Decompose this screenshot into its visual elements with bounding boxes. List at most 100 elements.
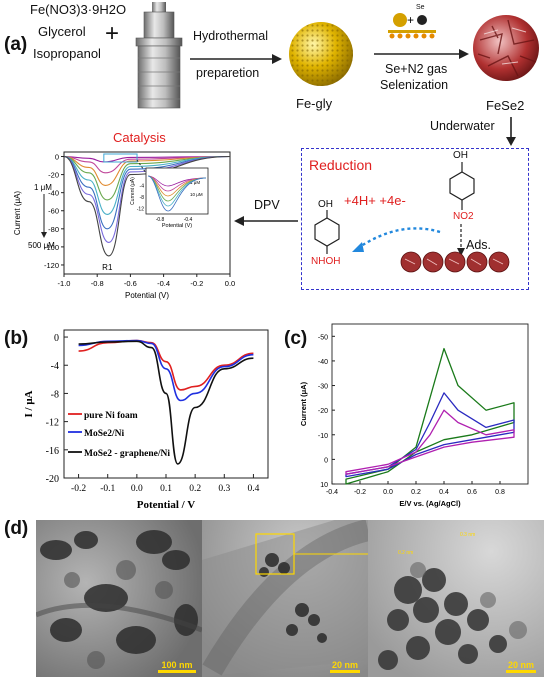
inset-frame bbox=[145, 167, 209, 215]
chart-a-ytick-label: 0 bbox=[55, 153, 59, 162]
chart-b-series-line bbox=[78, 339, 254, 402]
inset-ylabel: Current (μA) bbox=[130, 177, 136, 205]
reagent-isopropanol: Isopropanol bbox=[33, 46, 101, 61]
tem-image-2: 20 nm bbox=[202, 520, 368, 677]
panel-c-label: (c) bbox=[284, 328, 308, 349]
chart-a-ytick-label: -100 bbox=[44, 243, 59, 252]
chart-b-series-line bbox=[78, 340, 254, 465]
chart-c-series-loop bbox=[345, 392, 515, 478]
chart-b-xtick-label: 0.0 bbox=[131, 484, 143, 494]
nhoh-group: NHOH bbox=[311, 256, 341, 267]
inset-series-line bbox=[147, 175, 207, 212]
chart-a-ytick-label: -60 bbox=[48, 207, 59, 216]
chart-b-legend-label: MoSe2 - graphene/Ni bbox=[84, 449, 170, 459]
scale-bar-label-1: 100 nm bbox=[161, 660, 193, 670]
chart-a-xtick-label: -0.6 bbox=[124, 279, 137, 288]
hydroxylaminophenol-molecule bbox=[314, 210, 340, 254]
fese2-particle-row bbox=[400, 251, 510, 273]
inset-ytick-label: -4 bbox=[140, 183, 145, 189]
dpv-label: DPV bbox=[254, 198, 280, 212]
chart-a-xtick-label: -0.2 bbox=[190, 279, 203, 288]
product-fese2: FeSe2 bbox=[486, 98, 525, 113]
chart-c-xtick-label: -0.4 bbox=[326, 489, 338, 496]
reduction-box bbox=[301, 148, 529, 290]
arrow-left-icon bbox=[234, 216, 298, 226]
chart-c-xtick-label: 0.6 bbox=[467, 489, 477, 496]
chart-b-ytick-label: -12 bbox=[46, 418, 59, 429]
svg-text:+: + bbox=[407, 13, 414, 27]
chart-b-ytick-label: 0 bbox=[54, 333, 59, 344]
inset-xtick-label: -0.8 bbox=[156, 217, 165, 223]
se-atom-label: Se bbox=[416, 4, 425, 11]
product-fe-gly: Fe-gly bbox=[296, 96, 333, 111]
chart-c-ytick-label: -50 bbox=[318, 334, 328, 341]
chart-b-xtick-label: 0.4 bbox=[247, 484, 259, 494]
chart-c-series-loop bbox=[345, 347, 515, 485]
inset-ytick-label: -12 bbox=[137, 206, 144, 212]
chart-a-series-line bbox=[63, 155, 231, 186]
chart-a-zoom-box bbox=[103, 153, 138, 163]
no2-group: NO2 bbox=[453, 211, 474, 222]
scale-bar-3: 20 nm bbox=[506, 660, 536, 673]
inset-series-line bbox=[147, 175, 207, 197]
chart-c-ytick-label: -20 bbox=[318, 408, 328, 415]
chart-a-xtick-label: -0.4 bbox=[157, 279, 170, 288]
chart-a-ylabel: Current (μA) bbox=[13, 191, 22, 236]
chart-a-series-line bbox=[63, 155, 231, 230]
chart-c-xtick-label: -0.2 bbox=[354, 489, 366, 496]
inset-series-line bbox=[147, 175, 207, 187]
lattice-label-1: 0.2 nm bbox=[398, 550, 414, 556]
chart-b-xtick-label: 0.2 bbox=[189, 484, 201, 494]
chart-a-xtick-label: 0.0 bbox=[225, 279, 235, 288]
reduction-title: Reduction bbox=[309, 157, 373, 173]
plus-sign: + bbox=[105, 20, 120, 47]
chart-a-series-line bbox=[63, 155, 231, 215]
chart-a-series-line bbox=[63, 155, 231, 201]
chart-c-ylabel: Current (μA) bbox=[299, 381, 308, 426]
scale-bar-label-2: 20 nm bbox=[331, 660, 358, 670]
curved-arrow-icon bbox=[352, 227, 441, 252]
chart-a-series-line bbox=[63, 155, 231, 243]
chart-c-frame bbox=[331, 323, 529, 485]
arrow-down-icon bbox=[506, 117, 516, 146]
step-preparetion: preparetion bbox=[196, 66, 260, 80]
tem-image-3: 0.2 nm 0.3 nm 20 nm bbox=[368, 520, 544, 677]
scale-bar-label-3: 20 nm bbox=[507, 660, 534, 670]
chart-a-conc-arrowhead bbox=[41, 232, 47, 238]
selenization-icon: + bbox=[388, 13, 436, 39]
inset-conc-top: 1 μM bbox=[190, 180, 200, 185]
chart-a-ytick-label: -40 bbox=[48, 189, 59, 198]
chart-c-series-loop bbox=[345, 409, 515, 475]
tem-texture-2 bbox=[202, 520, 368, 677]
inset-xlabel: Potential (V) bbox=[162, 223, 192, 229]
chart-b-xtick-label: 0.1 bbox=[160, 484, 172, 494]
nitrophenol-molecule bbox=[449, 162, 475, 210]
chart-b-ytick-label: -20 bbox=[46, 474, 59, 485]
chart-a-xtick-label: -0.8 bbox=[91, 279, 104, 288]
scale-bar-line-1 bbox=[158, 670, 196, 673]
fe-gly-sphere-illustration bbox=[289, 22, 353, 86]
oh-group-top: OH bbox=[453, 150, 468, 161]
catalysis-title: Catalysis bbox=[113, 130, 166, 145]
chart-c-ytick-label: -40 bbox=[318, 359, 328, 366]
chart-b-ytick-label: -8 bbox=[51, 389, 59, 400]
arrow-down-icon bbox=[457, 224, 465, 256]
chart-a-ytick-label: -20 bbox=[48, 171, 59, 180]
inset-ytick-label: -8 bbox=[140, 195, 145, 201]
arrow-right-icon bbox=[374, 49, 469, 59]
panel-a-label: (a) bbox=[4, 34, 28, 55]
chart-b-xtick-label: -0.2 bbox=[71, 484, 86, 494]
chart-a-conc-bottom: 500 μM bbox=[28, 241, 55, 250]
chart-c-xtick-label: 0.2 bbox=[411, 489, 421, 496]
chart-c-xlabel: E/V vs. (Ag/AgCl) bbox=[399, 499, 461, 508]
chart-c-ytick-label: 10 bbox=[320, 482, 328, 489]
tem-texture-3 bbox=[378, 562, 527, 670]
chart-c-ytick-label: 0 bbox=[324, 457, 328, 464]
catalysis-dpv-chart: 0 -20 -40 -60 -80 -100 -120 -1.0 -0.8 -0.6 -0.4 -0.… bbox=[13, 151, 235, 300]
oh-group-bottom: OH bbox=[318, 199, 333, 210]
chart-a-ytick-label: -80 bbox=[48, 225, 59, 234]
step-selenization: Selenization bbox=[380, 78, 449, 92]
panel-c-cv-chart: -50 -40 -30 -20 -10 0 10-0.4 -0.2 0.0 0.2 0.4 0.6 0.… bbox=[299, 323, 529, 508]
chart-b-series-line bbox=[78, 339, 254, 391]
lattice-label-2: 0.3 nm bbox=[460, 532, 476, 538]
